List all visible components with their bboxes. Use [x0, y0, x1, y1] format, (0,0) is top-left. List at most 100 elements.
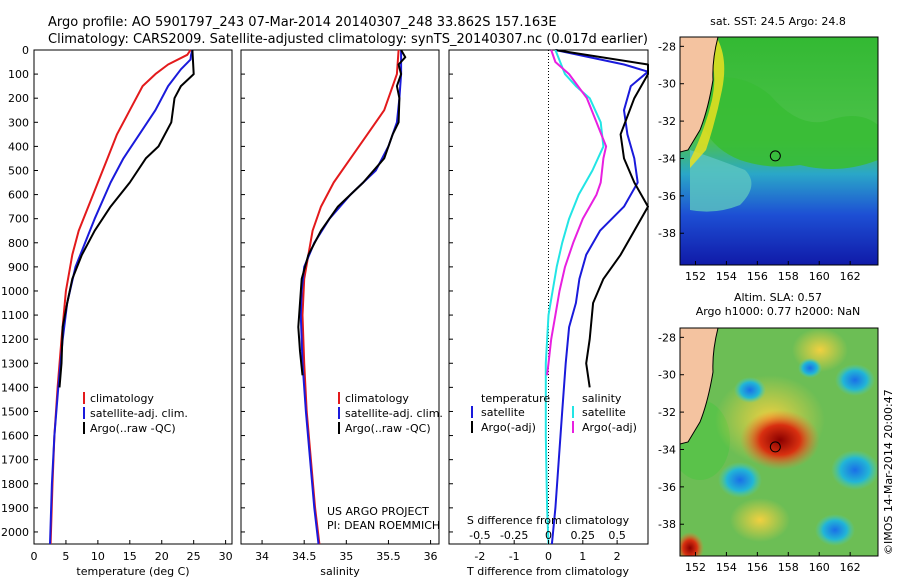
- salinity-x-ticks: 34 34.5 35 35.5 36: [255, 540, 438, 563]
- depth-tick-label: 1000: [1, 285, 29, 298]
- t-difference-label: T difference from climatology: [466, 565, 629, 578]
- lon-tick-label: 158: [778, 270, 799, 283]
- x-tick-label: 1: [579, 550, 586, 563]
- depth-tick-label: 1600: [1, 430, 29, 443]
- lat-tick-label: -36: [658, 481, 676, 494]
- sst-map-frame: [679, 36, 879, 266]
- temperature-axes-box: [33, 49, 233, 545]
- x-tick-label: 0: [31, 550, 38, 563]
- depth-tick-label: 1400: [1, 381, 29, 394]
- sla-warm-core: [740, 410, 820, 470]
- sla-lat-ticks: -28 -30 -32 -34 -36 -38: [658, 331, 684, 531]
- legend-label: satellite: [582, 406, 626, 419]
- sla-map-subtitle: Argo h1000: 0.77 h2000: NaN: [696, 305, 861, 318]
- temperature-panel: 0 5 10 15 20 25 30 0 100 200 300 400 500 600 700 800 90…: [1, 44, 453, 578]
- salinity-panel: 34 34.5 35 35.5 36 salinity climatology sate…: [240, 49, 443, 578]
- x-tick-label: 35.5: [376, 550, 401, 563]
- lat-tick-label: -28: [658, 40, 676, 53]
- difference-s-ticks: -0.5 -0.25 0 0.25 0.5: [469, 529, 626, 542]
- x-tick-label: 34.5: [292, 550, 317, 563]
- pi-credit: PI: DEAN ROEMMICH: [327, 519, 440, 532]
- sla-warm-core: [680, 532, 704, 556]
- sla-map-frame: [679, 327, 879, 557]
- series-line: [299, 50, 403, 545]
- lon-tick-label: 154: [716, 270, 737, 283]
- legend-label: Argo(..raw -QC): [345, 422, 431, 435]
- difference-legend: temperature satellite Argo(-adj) salinit…: [471, 392, 637, 434]
- difference-t-ticks: -2 -1 0 1 2: [474, 540, 621, 563]
- series-line: [58, 49, 195, 388]
- x-tick-label: 0: [545, 550, 552, 563]
- depth-tick-label: 900: [8, 261, 29, 274]
- depth-tick-label: 200: [8, 92, 29, 105]
- x-tick-label: -2: [474, 550, 485, 563]
- x-tick-label: 10: [91, 550, 105, 563]
- temperature-legend: climatology satellite-adj. clim. Argo(..…: [83, 392, 188, 435]
- salinity-series: [297, 49, 407, 545]
- depth-tick-label: 1700: [1, 454, 29, 467]
- sst-land: [680, 37, 718, 152]
- series-line: [550, 49, 649, 545]
- temperature-x-label: temperature (deg C): [76, 565, 189, 578]
- depth-tick-label: 1900: [1, 502, 29, 515]
- sst-coastline: [680, 37, 719, 153]
- x-tick-label: 2: [614, 550, 621, 563]
- lon-tick-label: 154: [716, 561, 737, 574]
- legend-label: satellite-adj. clim.: [90, 407, 188, 420]
- s-tick-label: -0.5: [469, 529, 490, 542]
- legend-label: Argo(-adj): [481, 421, 536, 434]
- depth-tick-label: 1800: [1, 478, 29, 491]
- x-tick-label: 36: [424, 550, 438, 563]
- x-tick-label: 35: [339, 550, 353, 563]
- difference-panel: -2 -1 0 1 2 -0.5 -0.25 0 0.25 0.5 S difference f…: [448, 49, 649, 578]
- x-tick-label: 20: [155, 550, 169, 563]
- lon-tick-label: 152: [685, 561, 706, 574]
- x-tick-label: -1: [509, 550, 520, 563]
- depth-tick-label: 1300: [1, 357, 29, 370]
- lon-tick-label: 160: [809, 270, 830, 283]
- sst-lon-ticks: 152 154 156 158 160 162: [685, 261, 861, 283]
- lat-tick-label: -38: [658, 227, 676, 240]
- sst-coastal-warm: [690, 40, 725, 168]
- x-tick-label: 34: [255, 550, 269, 563]
- s-tick-label: 0: [545, 529, 552, 542]
- lon-tick-label: 160: [809, 561, 830, 574]
- lon-tick-label: 162: [840, 270, 861, 283]
- sst-lat-ticks: -28 -30 -32 -34 -36 -38: [658, 40, 684, 240]
- x-tick-label: 15: [123, 550, 137, 563]
- legend-label: satellite: [481, 406, 525, 419]
- lon-tick-label: 156: [747, 270, 768, 283]
- title-line-2: Climatology: CARS2009. Satellite-adjuste…: [48, 32, 648, 47]
- series-line: [546, 49, 608, 376]
- sst-eddy-cool: [690, 150, 752, 212]
- depth-tick-label: 1200: [1, 333, 29, 346]
- sla-high-patch: [730, 498, 790, 542]
- lat-tick-label: -32: [658, 406, 676, 419]
- series-line: [49, 49, 194, 545]
- salinity-x-label: salinity: [320, 565, 360, 578]
- legend-label: climatology: [90, 392, 154, 405]
- depth-tick-labels: 0 100 200 300 400 500 600 700 800 900 1000 1100 1200…: [1, 44, 453, 539]
- depth-tick-label: 1100: [1, 309, 29, 322]
- salinity-legend: climatology satellite-adj. clim. Argo(..…: [338, 392, 443, 435]
- depth-tick-label: 400: [8, 140, 29, 153]
- sst-map-title: sat. SST: 24.5 Argo: 24.8: [710, 15, 846, 28]
- legend-label: climatology: [345, 392, 409, 405]
- depth-tick-label: 300: [8, 116, 29, 129]
- sla-low-eddy: [718, 462, 762, 498]
- imos-timestamp: ©IMOS 14-Mar-2014 20:00:47: [882, 389, 895, 555]
- s-tick-label: 0.25: [571, 529, 596, 542]
- legend-label: Argo(-adj): [582, 421, 637, 434]
- sst-map: sat. SST: 24.5 Argo: 24.8 -28 -30 -32 -34 -3…: [658, 15, 879, 283]
- temperature-x-ticks: 0 5 10 15 20 25 30: [31, 540, 233, 563]
- series-line: [297, 49, 407, 376]
- lat-tick-label: -28: [658, 331, 676, 344]
- lat-tick-label: -30: [658, 369, 676, 382]
- depth-tick-label: 600: [8, 189, 29, 202]
- sla-low-eddy: [835, 364, 875, 396]
- sla-low-eddy: [831, 450, 878, 490]
- legend-label: Argo(..raw -QC): [90, 422, 176, 435]
- series-line: [555, 49, 649, 388]
- s-difference-label: S difference from climatology: [467, 514, 630, 527]
- sla-map: Altim. SLA: 0.57 Argo h1000: 0.77 h2000:…: [658, 291, 879, 574]
